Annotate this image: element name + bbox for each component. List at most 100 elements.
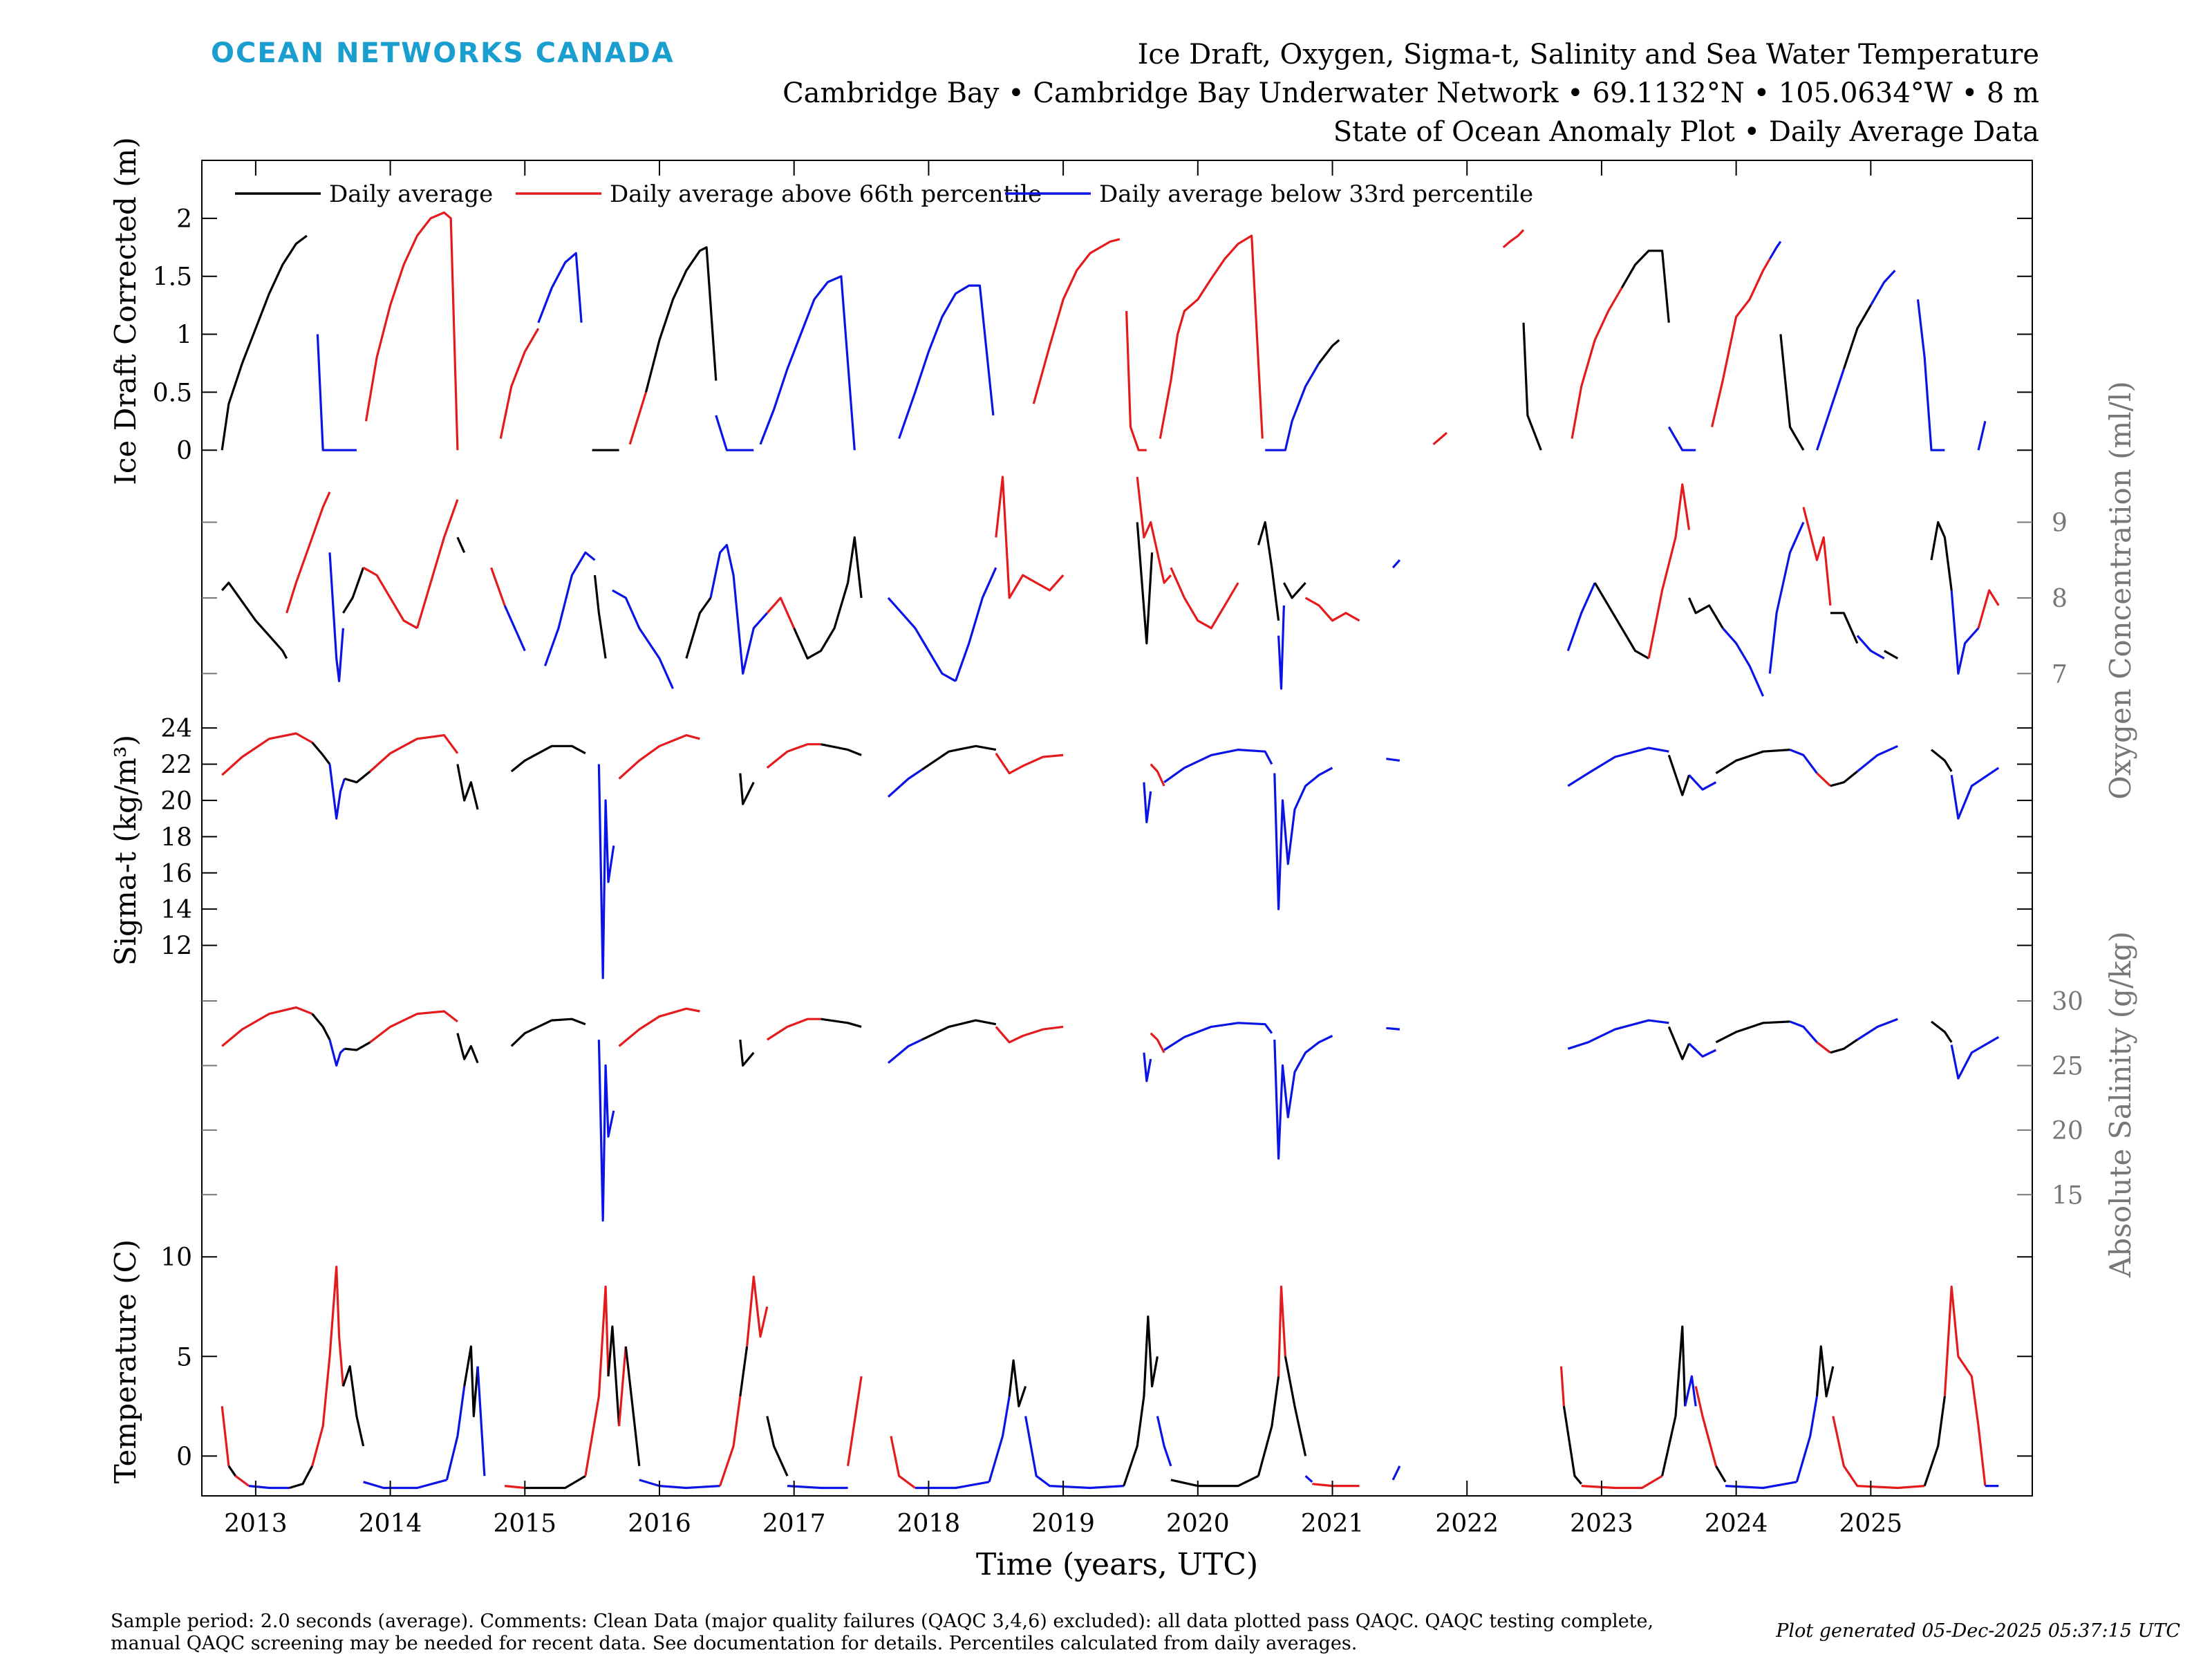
panel-ice_draft: 0 0.5 1 1.5 2 Ice Draft Corrected (m) — [109, 137, 2032, 485]
sigma_t-series-below — [1567, 747, 1669, 787]
title-line-1: Ice Draft, Oxygen, Sigma-t, Salinity and… — [1138, 39, 2039, 71]
salinity-series-below — [1789, 1020, 1818, 1043]
ice_draft-series-below — [715, 415, 754, 451]
sigma_t-series-above — [221, 732, 313, 776]
temperature-series-above — [719, 1396, 742, 1487]
oxygen-series-normal — [1593, 582, 1649, 659]
oxygen-ylabel: Oxygen Concentration (ml/l) — [2103, 381, 2137, 800]
sigma_t-series-above — [1816, 772, 1832, 787]
salinity-series-below — [328, 1039, 346, 1067]
oxygen-series-below — [1856, 635, 1885, 659]
ice_draft-series-below — [1768, 241, 1782, 260]
salinity-series-normal — [311, 1013, 331, 1040]
panel-sigma_t: 12 14 16 18 20 22 24 Sigma-t (kg/m³) — [109, 715, 2032, 980]
sigma_t-series-normal — [344, 770, 371, 784]
legend-label: Daily average — [329, 180, 493, 208]
oxygen-series-below — [1566, 582, 1596, 652]
temperature-ytick-label: 10 — [160, 1244, 192, 1272]
temperature-series-above — [618, 1346, 627, 1427]
temperature-series-above — [1832, 1416, 1925, 1490]
ice_draft-series-above — [1159, 234, 1264, 439]
oxygen-series-above — [415, 499, 459, 629]
salinity-series-above — [369, 1010, 458, 1044]
ice_draft-series-above — [1571, 287, 1623, 439]
panel-temperature: 0 5 10 Temperature (C) — [109, 1239, 2032, 1490]
oxygen-series-below — [543, 551, 596, 666]
temperature-ylabel: Temperature (C) — [109, 1239, 142, 1483]
xtick-label: 2024 — [1705, 1510, 1768, 1538]
salinity-series-above — [1816, 1041, 1831, 1054]
salinity-series-normal — [344, 1041, 371, 1051]
salinity-series-above — [618, 1007, 700, 1047]
xtick-label: 2016 — [628, 1510, 691, 1538]
ice_draft-series-normal — [221, 234, 308, 451]
oxygen-series-below — [887, 597, 957, 682]
xaxis-label: Time (years, UTC) — [976, 1547, 1258, 1582]
sigma_t-series-below — [1789, 749, 1818, 774]
temperature-series-normal — [766, 1416, 789, 1477]
sigma_t-series-normal — [1715, 749, 1790, 774]
title-line-2: Cambridge Bay • Cambridge Bay Underwater… — [782, 77, 2039, 109]
oxygen-series-normal — [1830, 612, 1859, 644]
sigma_t-series-normal — [311, 742, 331, 765]
temperature-series-below — [915, 1481, 990, 1490]
temperature-ytick-label: 5 — [176, 1343, 192, 1371]
temperature-series-normal — [1661, 1325, 1687, 1477]
oxygen-series-above — [995, 476, 1065, 599]
oxygen-series-above — [1802, 507, 1832, 606]
salinity-series-above — [1150, 1032, 1165, 1053]
temperature-series-normal — [1284, 1356, 1307, 1456]
ice_draft-series-below — [1667, 426, 1696, 451]
sigma_t-series-above — [369, 733, 459, 773]
temperature-series-normal — [1257, 1376, 1280, 1477]
oxygen-series-above — [1170, 567, 1239, 630]
salinity-series-normal — [1715, 1020, 1790, 1044]
salinity-series-normal — [1830, 1038, 1858, 1054]
temperature-series-normal — [1562, 1406, 1582, 1485]
ice_draft-series-above — [1125, 310, 1147, 451]
salinity-series-normal — [739, 1039, 755, 1067]
oxygen-ytick-label: 7 — [2052, 660, 2068, 688]
oxygen-series-above — [766, 597, 796, 629]
xtick-label: 2019 — [1031, 1510, 1095, 1538]
sigma_t-series-above — [618, 733, 700, 780]
ice_draft-series-below — [537, 252, 583, 324]
temperature-series-normal — [525, 1474, 586, 1490]
ice_draft-ytick-label: 0.5 — [153, 379, 192, 407]
sigma_t-series-normal — [456, 764, 479, 810]
temperature-series-above — [890, 1436, 916, 1489]
xtick-label: 2022 — [1435, 1510, 1499, 1538]
sigma_t-series-normal — [1930, 749, 1953, 772]
legend-label: Daily average above 66th percentile — [610, 180, 1042, 208]
temperature-series-above — [584, 1285, 610, 1477]
temperature-series-below — [363, 1479, 447, 1490]
sigma_t-ytick-label: 14 — [160, 896, 192, 924]
ice_draft-series-above — [364, 211, 459, 451]
ice_draft-series-above — [628, 391, 648, 445]
ice_draft-series-above — [499, 328, 540, 439]
temperature-series-above — [504, 1485, 525, 1490]
sigma_t-series-below — [1950, 767, 2000, 820]
sigma_t-series-normal — [1667, 754, 1691, 796]
xtick-label: 2023 — [1570, 1510, 1633, 1538]
temperature-series-normal — [1170, 1474, 1259, 1488]
oxygen-series-normal — [1930, 521, 1953, 591]
salinity-series-below — [1163, 1022, 1273, 1051]
ice_draft-series-below — [1977, 420, 1987, 451]
temperature-series-below — [1684, 1375, 1697, 1407]
oxygen-series-below — [954, 567, 997, 682]
oxygen-series-normal — [1688, 597, 1724, 629]
xtick-label: 2017 — [762, 1510, 826, 1538]
oxygen-series-normal — [1257, 521, 1280, 621]
panel-oxygen: 7 8 9 Oxygen Concentration (ml/l) — [202, 381, 2137, 800]
ice_draft-series-below — [1870, 270, 1896, 306]
oxygen-series-below — [328, 552, 344, 682]
sigma_t-series-above — [995, 752, 1064, 775]
salinity-series-normal — [1667, 1026, 1690, 1060]
oxygen-series-above — [1647, 483, 1691, 659]
ice_draft-series-above — [1711, 258, 1771, 428]
temperature-series-normal — [739, 1346, 749, 1397]
sigma_t-series-normal — [1830, 770, 1858, 787]
temperature-series-below — [639, 1479, 720, 1490]
oxygen-series-normal — [1884, 650, 1899, 659]
